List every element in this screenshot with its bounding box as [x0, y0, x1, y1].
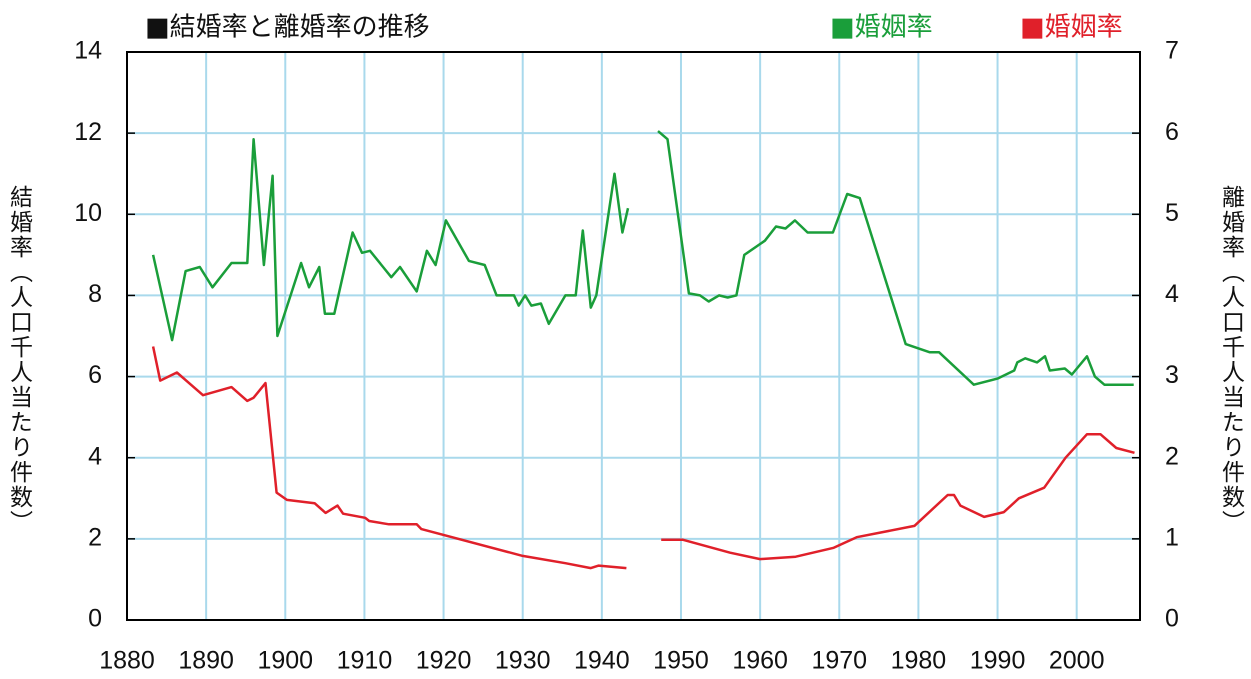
- y-tick-label: 4: [88, 442, 102, 470]
- y2-tick-label: 0: [1165, 605, 1179, 633]
- x-tick-label: 1970: [811, 647, 867, 675]
- y-tick-label: 14: [74, 37, 102, 65]
- series-line: [151, 346, 1135, 570]
- x-tick-label: 1920: [416, 647, 472, 675]
- y2-tick-label: 5: [1165, 199, 1179, 227]
- x-tick-label: 1890: [178, 647, 234, 675]
- x-tick-label: 1980: [891, 647, 947, 675]
- x-tick-label: 1950: [653, 647, 709, 675]
- y-tick-label: 8: [88, 280, 102, 308]
- x-tick-label: 1900: [257, 647, 313, 675]
- y-tick-label: 6: [88, 361, 102, 389]
- x-tick-label: 2000: [1049, 647, 1105, 675]
- chart-title: ■結婚率と離婚率の推移: [145, 13, 430, 43]
- plot-frame: [126, 51, 1141, 621]
- y-axis-label: 結婚率（人口千人当たり件数）: [6, 185, 34, 535]
- x-tick-label: 1880: [99, 647, 155, 675]
- legend-entry: ■婚姻率: [830, 13, 933, 43]
- y2-tick-label: 2: [1165, 442, 1179, 470]
- x-tick-label: 1960: [732, 647, 788, 675]
- x-tick-label: 1940: [574, 647, 630, 675]
- y2-tick-label: 1: [1165, 523, 1179, 551]
- x-tick-label: 1930: [495, 647, 551, 675]
- x-tick-label: 1990: [970, 647, 1026, 675]
- legend-entry: ■婚姻率: [1020, 13, 1123, 43]
- y-tick-label: 12: [74, 118, 102, 146]
- y-tick-label: 10: [74, 199, 102, 227]
- series-line: [151, 130, 1134, 386]
- y2-tick-label: 6: [1165, 118, 1179, 146]
- y2-axis-label: 離婚率（人口千人当たり件数）: [1218, 185, 1246, 535]
- y2-tick-label: 7: [1165, 37, 1179, 65]
- y2-tick-label: 3: [1165, 361, 1179, 389]
- y-tick-label: 2: [88, 523, 102, 551]
- y2-tick-label: 4: [1165, 280, 1179, 308]
- x-tick-label: 1910: [337, 647, 393, 675]
- y-tick-label: 0: [88, 605, 102, 633]
